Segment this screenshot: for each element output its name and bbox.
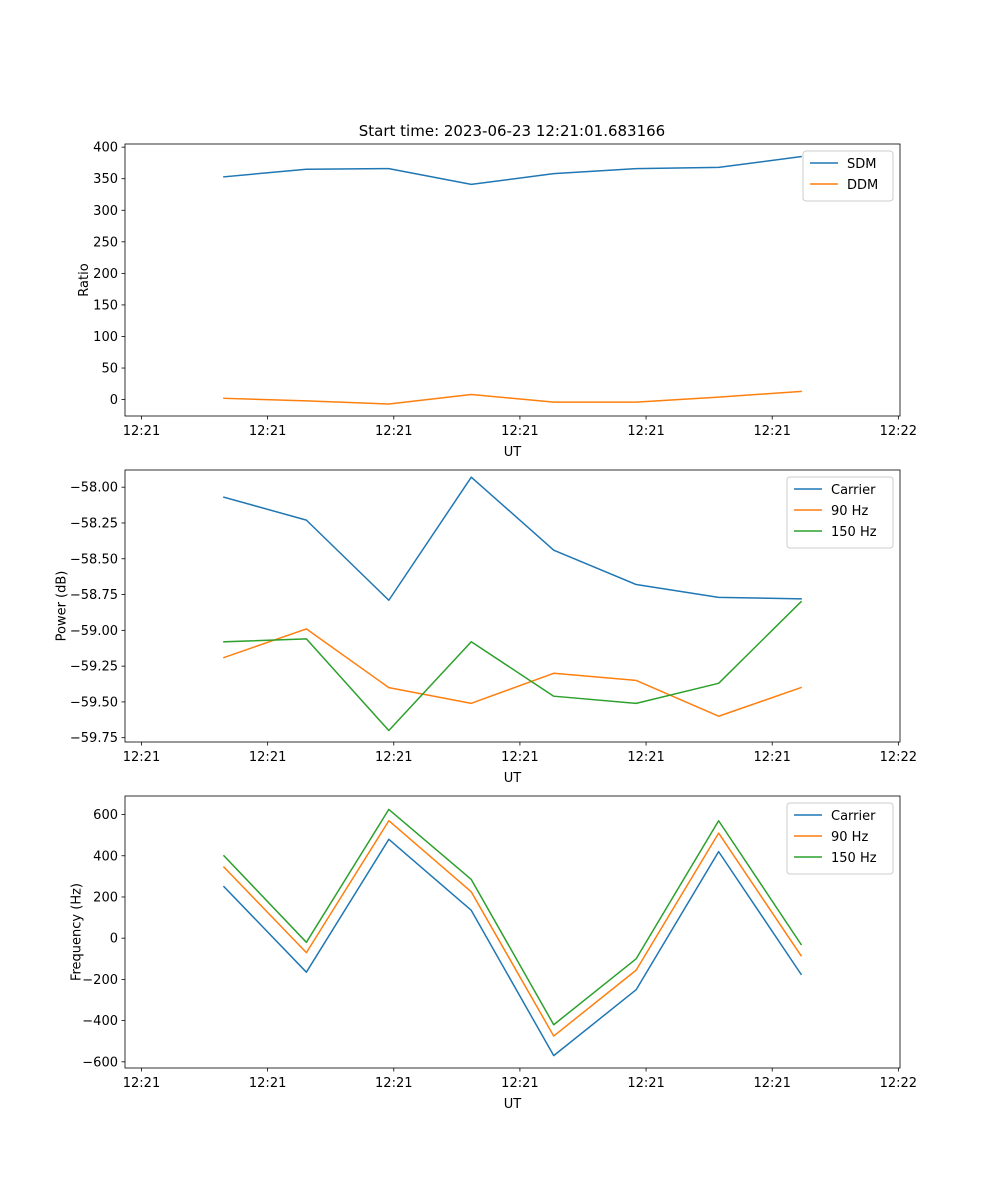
x-tick-label: 12:21	[627, 424, 664, 439]
x-tick-label: 12:21	[753, 750, 790, 765]
y-tick-label: −200	[82, 973, 118, 988]
y-axis-label: Power (dB)	[54, 571, 69, 642]
y-tick-label: 0	[110, 393, 118, 408]
y-tick-label: −59.50	[70, 695, 118, 710]
x-tick-label: 12:21	[375, 1076, 412, 1091]
x-tick-label: 12:21	[501, 750, 538, 765]
y-tick-label: 50	[101, 362, 118, 377]
legend-label: 90 Hz	[831, 504, 868, 519]
legend-label: 150 Hz	[831, 851, 877, 866]
x-tick-label: 12:21	[753, 424, 790, 439]
y-tick-label: −59.00	[70, 624, 118, 639]
x-tick-label: 12:21	[753, 1076, 790, 1091]
y-tick-label: 200	[93, 267, 118, 282]
y-tick-label: −400	[82, 1014, 118, 1029]
series-line-150-hz	[223, 600, 803, 732]
series-line-90-hz	[222, 628, 803, 717]
x-tick-label: 12:21	[249, 1076, 286, 1091]
series-line-150-hz	[222, 808, 803, 1026]
x-tick-label: 12:21	[627, 750, 664, 765]
y-tick-label: 400	[93, 849, 118, 864]
figure-title: Start time: 2023-06-23 12:21:01.683166	[359, 122, 665, 140]
x-tick-label: 12:21	[501, 1076, 538, 1091]
y-tick-label: −59.75	[70, 731, 118, 746]
legend: Carrier 90 Hz 150 Hz	[786, 802, 894, 875]
y-tick-label: 100	[93, 330, 118, 345]
y-tick-label: 150	[93, 298, 118, 313]
x-tick-label: 12:21	[123, 1076, 160, 1091]
x-tick-label: 12:22	[880, 424, 917, 439]
x-tick-label: 12:21	[375, 424, 412, 439]
legend-label: Carrier	[831, 483, 876, 498]
legend-label: SDM	[847, 157, 876, 172]
x-axis-label: UT	[504, 1097, 522, 1112]
chart-panel-3: 12:21 12:21 12:21 12:21 12:21 12:21 12:22 −600 −…	[70, 795, 917, 1112]
x-axis-label: UT	[504, 445, 522, 460]
x-tick-label: 12:21	[375, 750, 412, 765]
x-tick-label: 12:22	[880, 1076, 917, 1091]
chart-panel-2: 12:21 12:21 12:21 12:21 12:21 12:21 12:22 −58.0…	[54, 469, 917, 786]
y-tick-label: −58.50	[70, 552, 118, 567]
legend: Carrier 90 Hz 150 Hz	[786, 476, 894, 549]
x-tick-label: 12:21	[123, 424, 160, 439]
axes-frame	[124, 143, 901, 417]
legend-label: 90 Hz	[831, 830, 868, 845]
y-tick-label: −600	[82, 1055, 118, 1070]
y-tick-label: 200	[93, 890, 118, 905]
legend-label: 150 Hz	[831, 525, 877, 540]
x-tick-label: 12:21	[249, 750, 286, 765]
x-tick-label: 12:21	[123, 750, 160, 765]
axes-frame	[124, 795, 901, 1069]
y-tick-label: 0	[110, 932, 118, 947]
legend-label: Carrier	[831, 809, 876, 824]
y-tick-label: 250	[93, 235, 118, 250]
x-tick-label: 12:21	[249, 424, 286, 439]
y-axis-label: Ratio	[77, 263, 92, 296]
y-tick-label: −58.25	[70, 516, 118, 531]
series-line-ddm	[223, 390, 802, 405]
y-tick-label: 350	[93, 172, 118, 187]
legend-label: DDM	[847, 178, 878, 193]
y-tick-label: −59.25	[70, 660, 118, 675]
y-tick-label: 600	[93, 808, 118, 823]
x-tick-label: 12:21	[501, 424, 538, 439]
x-axis-label: UT	[504, 771, 522, 786]
x-tick-label: 12:22	[880, 750, 917, 765]
series-line-sdm	[223, 155, 802, 186]
series-line-carrier	[223, 476, 802, 602]
axes-frame	[124, 469, 901, 743]
series-line-carrier	[222, 838, 803, 1057]
y-tick-label: 300	[93, 204, 118, 219]
y-axis-label: Frequency (Hz)	[70, 883, 85, 981]
panels: 12:21 12:21 12:21 12:21 12:21 12:21 12:22 0 50 10…	[54, 141, 917, 1112]
series-line-90-hz	[222, 819, 803, 1037]
y-tick-label: 400	[93, 141, 118, 156]
x-tick-label: 12:21	[627, 1076, 664, 1091]
y-tick-label: −58.00	[70, 481, 118, 496]
y-tick-label: −58.75	[70, 588, 118, 603]
chart-panel-1: 12:21 12:21 12:21 12:21 12:21 12:21 12:22 0 50 10…	[77, 141, 917, 460]
legend: SDM DDM	[802, 150, 894, 202]
